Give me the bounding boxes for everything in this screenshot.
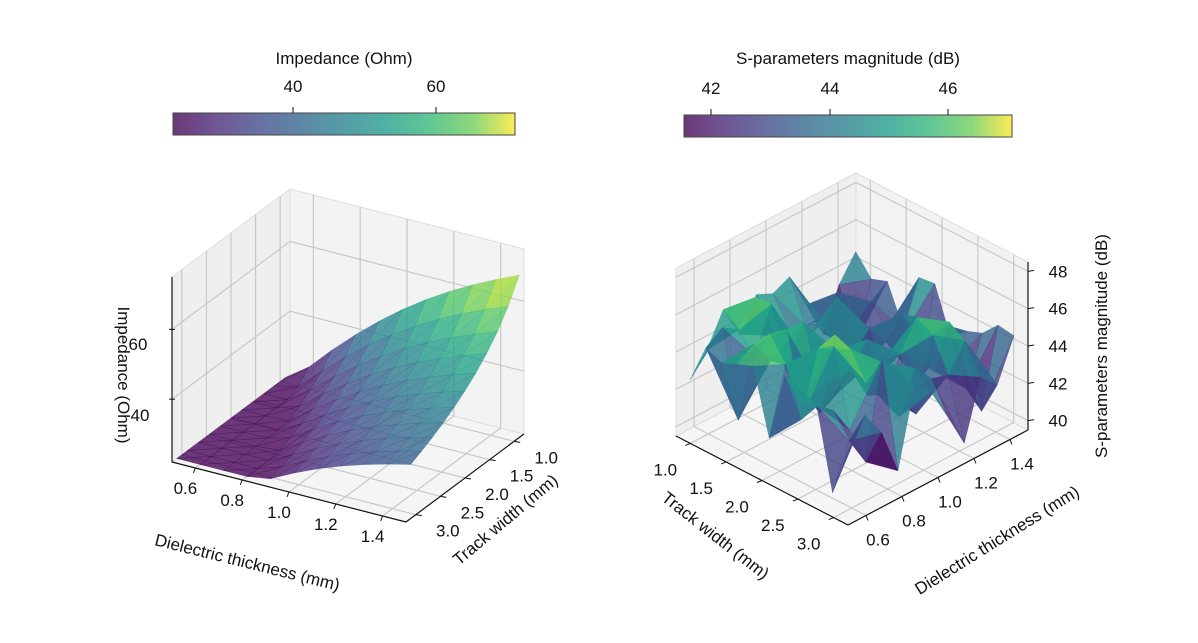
surface-facet	[832, 415, 866, 493]
y-tick	[514, 440, 521, 443]
colorbar-sparam-label: S-parameters magnitude (dB)	[736, 49, 960, 68]
y-tick	[440, 495, 447, 498]
surface-facet	[387, 450, 423, 465]
surface-facet	[200, 462, 236, 471]
x-axis-title: Track width (mm)	[658, 488, 773, 583]
z-axis-title: Impedance (Ohm)	[114, 307, 133, 444]
y-tick-label: 1.2	[974, 474, 998, 493]
y-tick-label: 0.6	[866, 531, 890, 550]
x-tick	[685, 442, 691, 446]
y-tick	[1009, 439, 1013, 445]
x-tick-label: 2.5	[761, 516, 785, 535]
z-tick-label: 48	[1049, 262, 1068, 281]
z-tick	[1027, 381, 1035, 384]
x-tick-label: 1.0	[267, 503, 291, 522]
z-tick-label: 42	[1049, 374, 1068, 393]
y-tick	[973, 458, 977, 464]
y-tick	[489, 459, 496, 462]
x-tick	[192, 467, 196, 474]
y-tick-label: 1.5	[510, 467, 534, 486]
y-tick-label: 0.8	[902, 512, 926, 531]
y-tick	[937, 477, 941, 483]
gridline	[855, 219, 1029, 310]
x-tick-label: 0.6	[174, 479, 198, 498]
x-tick-label: 0.8	[220, 491, 244, 510]
x-tick-label: 2.0	[725, 498, 749, 517]
impedance-surface	[175, 274, 521, 480]
x-tick-label: 1.2	[314, 515, 338, 534]
gridline	[855, 181, 1029, 272]
y-tick	[901, 496, 905, 502]
colorbar-sparam: S-parameters magnitude (dB) 42 44 46	[683, 49, 1013, 138]
z-axis-title: S-parameters magnitude (dB)	[1092, 234, 1111, 458]
z-tick-label: 40	[131, 406, 150, 425]
x-tick	[792, 498, 799, 502]
y-tick	[464, 477, 472, 480]
x-tick	[380, 515, 384, 522]
impedance-3d-axes: 0.60.81.01.21.41.01.52.02.53.0	[169, 188, 558, 546]
y-tick-label: 2.5	[461, 503, 485, 522]
surface-facet	[293, 456, 329, 474]
surface-facet	[176, 456, 212, 465]
x-tick-label: 1.4	[361, 527, 385, 546]
colorbar-sparam-tick-label: 46	[939, 79, 958, 98]
gridline	[171, 240, 291, 330]
surface-facet	[270, 460, 305, 479]
z-tick	[1027, 344, 1035, 347]
y-tick-label: 3.0	[436, 522, 460, 541]
y-tick-label: 2.0	[485, 485, 509, 504]
x-tick	[286, 491, 290, 498]
z-tick-label: 60	[129, 335, 148, 354]
z-tick	[1027, 419, 1035, 422]
y-tick	[865, 515, 869, 521]
gridline	[171, 310, 291, 400]
z-tick	[1027, 269, 1035, 272]
gridline	[693, 425, 867, 517]
gridline	[675, 181, 857, 278]
colorbar-impedance-label: Impedance (Ohm)	[276, 49, 413, 68]
x-tick-label: 3.0	[797, 535, 821, 554]
gridline	[729, 406, 903, 498]
y-tick-label: 1.0	[938, 493, 962, 512]
z-tick-label: 40	[1049, 412, 1068, 431]
x-tick	[333, 503, 337, 510]
colorbar-impedance-bar	[172, 112, 516, 136]
y-tick-label: 1.4	[1010, 455, 1034, 474]
sparam-3d-axes: 1.0 1.5 2.0 2.5 3.0 0.6 0.8 1.0 1.2 1.4 40 42 44 46 48	[654, 172, 1068, 554]
surface-facet	[246, 466, 282, 480]
z-tick	[1027, 307, 1035, 310]
x-axis-title: Dielectric thickness (mm)	[153, 530, 342, 594]
colorbar-sparam-bar	[683, 114, 1013, 138]
colorbar-impedance-tick-label: 60	[427, 77, 446, 96]
sparam-surface	[689, 250, 1015, 493]
y-tick	[415, 514, 422, 517]
z-tick-label: 46	[1049, 300, 1068, 319]
x-tick-label: 1.0	[654, 460, 678, 479]
colorbar-impedance: Impedance (Ohm) 40 60	[172, 49, 516, 136]
y-tick-label: 1.0	[534, 448, 558, 467]
colorbar-sparam-tick-label: 44	[821, 79, 840, 98]
z-tick-label: 44	[1049, 337, 1068, 356]
x-tick	[828, 517, 834, 521]
gridline	[675, 219, 857, 316]
surface-facet	[340, 451, 375, 467]
colorbar-sparam-tick-label: 42	[702, 79, 721, 98]
x-tick	[756, 480, 763, 483]
x-tick	[239, 479, 243, 486]
colorbar-impedance-tick-label: 40	[284, 77, 303, 96]
surface-facet	[223, 468, 259, 477]
surface-facet	[317, 453, 352, 470]
surface-facet	[363, 450, 399, 465]
x-tick	[720, 461, 727, 465]
x-tick-label: 1.5	[689, 479, 713, 498]
